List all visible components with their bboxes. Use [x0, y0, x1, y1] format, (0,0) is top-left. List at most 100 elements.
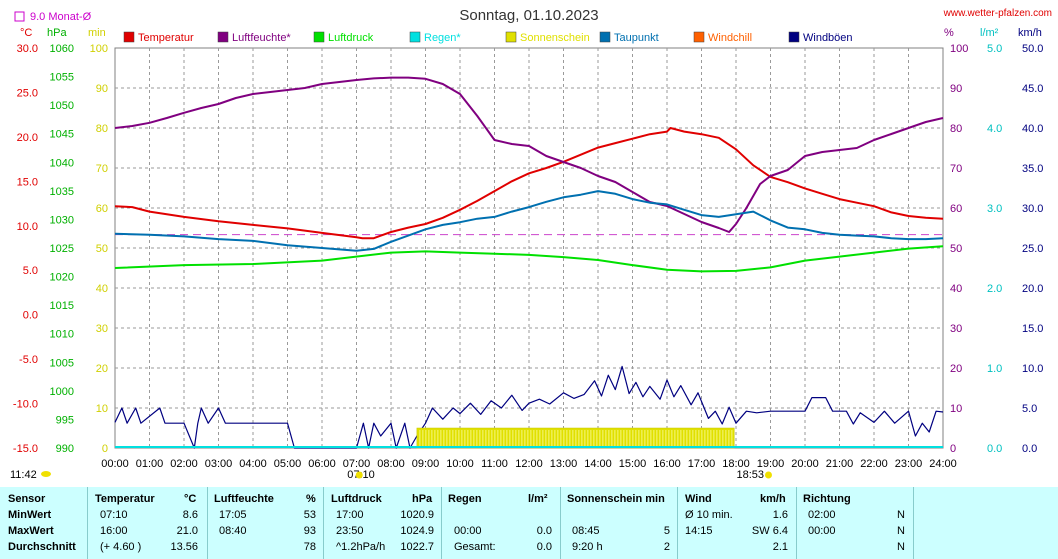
stats-cell-temp-time: (+ 4.60 ) [100, 541, 142, 553]
time-tick-label: 08:00 [377, 458, 405, 470]
series-windben-line [114, 365, 944, 449]
chart-title: Sonntag, 01.10.2023 [459, 7, 598, 24]
pressure-tick-label: 1050 [50, 100, 74, 112]
wind-tick-label: 5.0 [1022, 403, 1037, 415]
stats-cell-press-val: 1024.9 [400, 525, 434, 537]
stats-cell-sun-val: 2 [663, 541, 670, 553]
sunshine-tick-label: 10 [96, 403, 108, 415]
stats-cell-rain-time: 00:00 [454, 525, 482, 537]
legend-swatch [409, 31, 421, 43]
monthly-average-label: 9.0 Monat-Ø [30, 11, 92, 23]
pressure-tick-label: 1060 [50, 43, 74, 55]
series-luftdruck-line [114, 245, 944, 273]
sunshine-tick-label: 0 [102, 443, 108, 455]
rain-tick-label: 1.0 [987, 363, 1002, 375]
header-wind: Wind [685, 493, 712, 505]
stats-cell-temp-val: 8.6 [182, 509, 198, 521]
humidity-tick-label: 30 [950, 323, 962, 335]
time-tick-label: 05:00 [274, 458, 302, 470]
legend-label: Temperatur [138, 32, 194, 44]
stats-cell-wind-label: 14:15 [685, 525, 713, 537]
stats-cell-rain-val: 0.0 [536, 525, 552, 537]
rain-tick-label: 0.0 [987, 443, 1002, 455]
sunshine-tick-label: 100 [90, 43, 108, 55]
unit-label-rain: l/m² [980, 27, 999, 39]
header-press-unit: hPa [412, 493, 433, 505]
rain-tick-label: 3.0 [987, 203, 1002, 215]
legend-swatch [505, 31, 517, 43]
temperature-tick-label: 20.0 [17, 132, 38, 144]
weather-chart: 30.0 25.0 20.0 15.0 10.0 5.0 0.0 -5.0 -10.0 -15.0… [10, 7, 1052, 481]
stats-table: Sensor Temperatur °C Luftfeuchte % Luftd… [0, 487, 1058, 559]
stats-cell-press-val: 1022.7 [400, 541, 434, 553]
wind-tick-label: 20.0 [1022, 283, 1043, 295]
legend-label: Luftdruck [328, 32, 374, 44]
time-tick-label: 21:00 [826, 458, 854, 470]
wind-tick-label: 0.0 [1022, 443, 1037, 455]
stats-cell-sun-time: 08:45 [572, 525, 600, 537]
temperature-tick-label: 25.0 [17, 87, 38, 99]
pressure-tick-label: 1000 [50, 386, 74, 398]
sunshine-tick-label: 60 [96, 203, 108, 215]
rain-tick-label: 4.0 [987, 123, 1002, 135]
series-luftfeuchte-line [114, 76, 944, 233]
stats-cell-press-time: 17:00 [336, 509, 364, 521]
pressure-tick-label: 1010 [50, 329, 74, 341]
time-tick-label: 15:00 [619, 458, 647, 470]
stats-cell-hum-val: 53 [303, 509, 316, 521]
legend-swatch [599, 31, 611, 43]
time-tick-label: 00:00 [101, 458, 129, 470]
time-tick-label: 13:00 [550, 458, 578, 470]
temperature-tick-label: -10.0 [13, 399, 38, 411]
legend-swatch [217, 31, 229, 43]
stats-cell-label: MinWert [8, 509, 52, 521]
legend-swatch [693, 31, 705, 43]
header-hum-unit: % [306, 493, 316, 505]
time-tick-label: 10:00 [446, 458, 474, 470]
stats-cell-label: Durchschnitt [8, 541, 76, 553]
sunshine-tick-label: 50 [96, 243, 108, 255]
header-temp-unit: °C [184, 493, 197, 505]
temperature-tick-label: -15.0 [13, 443, 38, 455]
stats-cell-dir-val: N [897, 525, 905, 537]
wind-tick-label: 40.0 [1022, 123, 1043, 135]
legend-label: Regen* [424, 32, 461, 44]
site-url: www.wetter-pfalzen.com [943, 8, 1052, 19]
unit-label-kmh: km/h [1018, 27, 1042, 39]
stats-cell-hum-val: 78 [303, 541, 316, 553]
pressure-tick-label: 1020 [50, 272, 74, 284]
time-tick-label: 01:00 [136, 458, 164, 470]
pressure-tick-label: 995 [56, 414, 74, 426]
monthly-average-legend-swatch [14, 11, 25, 22]
time-tick-label: 07:00 [343, 458, 371, 470]
time-tick-label: 11:00 [481, 458, 508, 470]
time-tick-label: 22:00 [860, 458, 888, 470]
sunshine-tick-label: 30 [96, 323, 108, 335]
wind-tick-label: 25.0 [1022, 243, 1043, 255]
unit-label-min: min [88, 27, 106, 39]
rain-tick-label: 5.0 [987, 43, 1002, 55]
stats-cell-dir-time: 00:00 [808, 525, 836, 537]
stats-cell-temp-time: 16:00 [100, 525, 128, 537]
stats-cell-wind-val: 1.6 [772, 509, 788, 521]
temperature-tick-label: 0.0 [23, 310, 38, 322]
pressure-tick-label: 990 [56, 443, 74, 455]
pressure-tick-label: 1025 [50, 243, 74, 255]
stats-cell-press-val: 1020.9 [400, 509, 434, 521]
legend-swatch [123, 31, 135, 43]
pressure-tick-label: 1030 [50, 214, 74, 226]
temperature-tick-label: 30.0 [17, 43, 38, 55]
stats-cell-sun-time: 9:20 h [572, 541, 603, 553]
time-tick-label: 23:00 [895, 458, 923, 470]
rain-tick-label: 2.0 [987, 283, 1002, 295]
time-tick-label: 14:00 [584, 458, 612, 470]
time-tick-label: 12:00 [515, 458, 543, 470]
unit-label-celsius: °C [20, 27, 32, 39]
time-tick-label: 18:00 [722, 458, 750, 470]
unit-label-percent: % [944, 27, 954, 39]
stats-cell-dir-val: N [897, 541, 905, 553]
stats-cell-press-time: 23:50 [336, 525, 364, 537]
stats-cell-rain-val: 0.0 [536, 541, 552, 553]
header-rain-unit: l/m² [528, 493, 548, 505]
time-tick-label: 19:00 [757, 458, 785, 470]
